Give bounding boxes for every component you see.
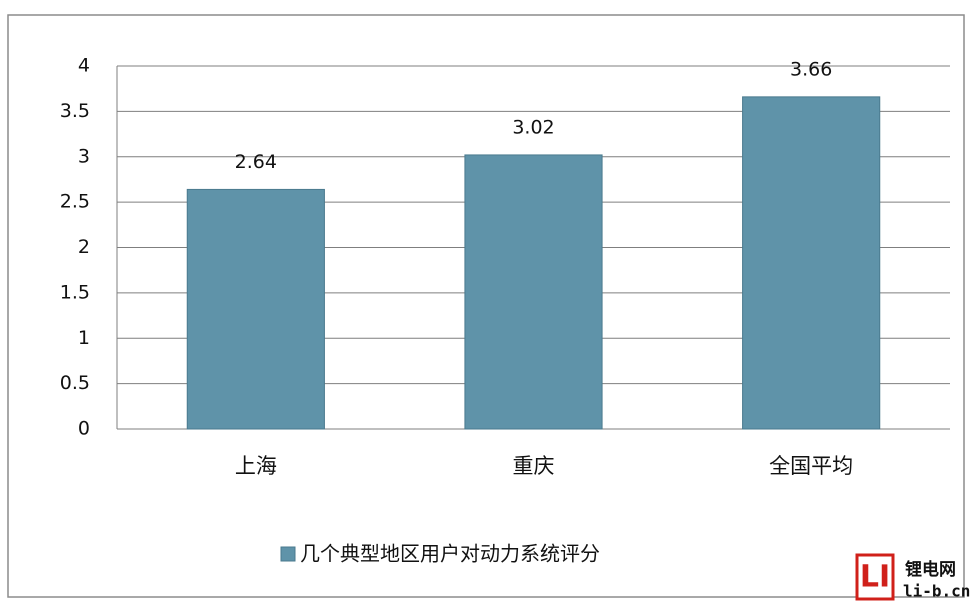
data-label: 2.64 xyxy=(235,151,277,173)
y-tick-label: 0 xyxy=(78,418,90,440)
bar xyxy=(742,96,881,430)
y-tick-label: 1 xyxy=(78,327,90,349)
y-tick-label: 3 xyxy=(78,145,90,167)
legend-swatch xyxy=(280,546,296,562)
bar xyxy=(464,154,603,430)
watermark-url: li-b.cn xyxy=(903,582,970,601)
watermark-name: 锂电网 xyxy=(905,559,956,580)
x-tick-label: 全国平均 xyxy=(769,454,853,478)
y-tick-label: 1.5 xyxy=(60,281,90,303)
watermark-logo-box xyxy=(855,553,895,601)
data-label: 3.66 xyxy=(790,58,832,80)
x-tick-label: 重庆 xyxy=(513,454,555,478)
data-label: 3.02 xyxy=(512,116,554,138)
y-tick-label: 2.5 xyxy=(60,191,90,213)
x-tick-label: 上海 xyxy=(235,454,277,478)
watermark: LI 锂电网 li-b.cn xyxy=(855,553,970,601)
y-tick-label: 3.5 xyxy=(60,100,90,122)
y-tick-label: 4 xyxy=(78,55,90,77)
y-tick-label: 0.5 xyxy=(60,372,90,394)
legend-label: 几个典型地区用户对动力系统评分 xyxy=(300,542,600,566)
watermark-logo: LI xyxy=(860,560,890,595)
bar xyxy=(186,188,325,430)
y-tick-label: 2 xyxy=(78,236,90,258)
